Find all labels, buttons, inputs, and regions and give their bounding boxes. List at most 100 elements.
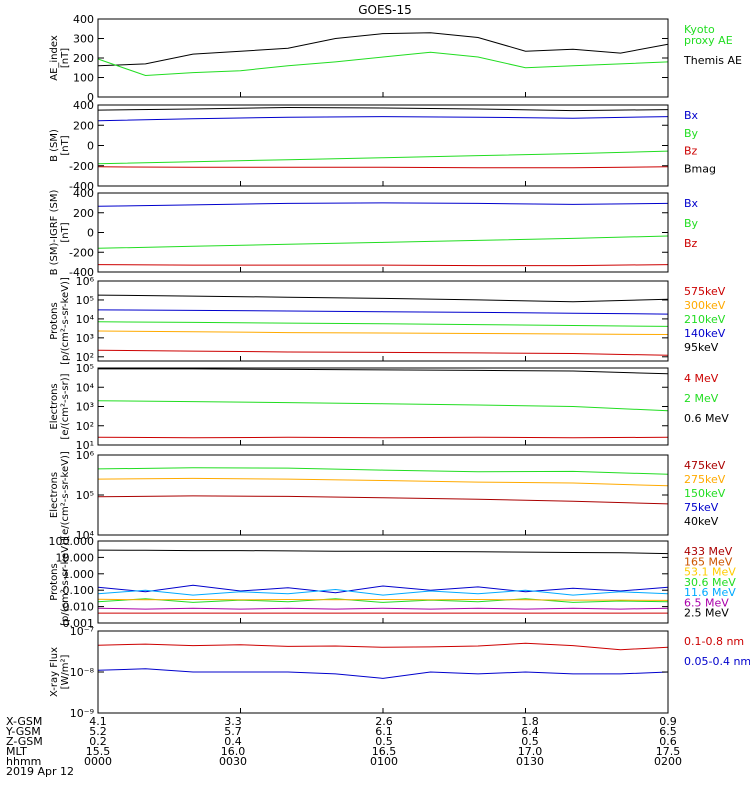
series-line-6-1 (97, 467, 669, 475)
y-tick-label: 400 (73, 187, 94, 200)
y-axis-title-line: [nT] (60, 135, 71, 155)
y-tick-label: 10⁻⁹ (70, 707, 94, 720)
footer-value: 0.2 (89, 735, 107, 748)
legend-entry: 30.6 MeV (684, 576, 736, 589)
series-line-2-1 (97, 106, 669, 112)
series-line-3-2 (97, 235, 669, 249)
legend-entry: 6.5 MeV (684, 596, 729, 609)
y-tick-label: 200 (73, 52, 94, 65)
y-axis-title: AE_index[nT] (49, 35, 71, 81)
panel-4: 10² 10³ 10⁴ 10⁵ 10⁶ Protons[p/(cm²-s-sr-keV)]… (49, 275, 726, 365)
legend-entry: 575keV (684, 285, 726, 298)
y-axis-title-line: [nT] (60, 48, 71, 68)
y-axis-title: Protons[p/(cm²-s-sr-keV)] (49, 538, 71, 626)
series-line-3-1 (97, 202, 669, 207)
legend-entry: Bz (684, 145, 698, 158)
series-line-1-2 (97, 51, 669, 77)
legend-entry: 0.05-0.4 nm (684, 655, 750, 668)
legend-entry: 210keV (684, 313, 726, 326)
legend-entry: Kyoto (684, 23, 715, 36)
y-axis-title-line: B (SM) (49, 129, 60, 162)
footer-value: 5.7 (224, 725, 242, 738)
legend-entry: By (684, 127, 699, 140)
y-axis-title: B (SM)-IGRF (SM)[nT] (49, 190, 71, 276)
y-tick-label: 0 (87, 140, 94, 153)
panel-2: -400 -200 0 200 400 B (SM)[nT] Bx By Bz Bmag (49, 99, 716, 193)
series-line-4-3 (97, 321, 669, 327)
legend-entry: 140keV (684, 327, 726, 340)
footer-value: 16.5 (372, 745, 397, 758)
y-tick-label: 10³ (76, 401, 94, 414)
footer-value: 6.1 (375, 725, 393, 738)
footer-value: 6.5 (659, 725, 677, 738)
legend-entry: 2.5 MeV (684, 607, 729, 620)
footer-value: 6.4 (521, 725, 539, 738)
y-tick-label: 10⁻⁷ (70, 625, 94, 638)
panel-7: 0.0010.0100.1001.00010.000100.000Protons… (49, 535, 737, 630)
footer-date: 2019 Apr 12 (6, 765, 74, 778)
legend-entry: 150keV (684, 487, 726, 500)
y-tick-label: -400 (69, 266, 94, 279)
y-tick-label: 10⁴ (76, 313, 95, 326)
legend-entry: Bz (684, 237, 698, 250)
y-tick-label: 10⁴ (76, 529, 95, 542)
footer-value: 17.0 (518, 745, 543, 758)
y-tick-label: 0 (87, 91, 94, 104)
plot-frame (97, 540, 669, 624)
legend-entry: 53.1 MeV (684, 566, 736, 579)
footer-value: 4.1 (89, 715, 107, 728)
series-line-7-3 (97, 588, 669, 596)
legend-entry: 75keV (684, 501, 719, 514)
footer-row-label: hhmm (6, 755, 41, 768)
series-line-3-3 (97, 264, 669, 267)
y-axis-title-line: B (SM)-IGRF (SM) (49, 190, 60, 276)
y-tick-label: 10⁶ (76, 275, 95, 288)
footer-value: 2.6 (375, 715, 393, 728)
y-axis-title-line: [p/(cm²-s-sr-keV)] (60, 277, 71, 365)
footer-value: 0130 (516, 755, 544, 768)
legend-entry: Bx (684, 109, 699, 122)
y-tick-label: 100.000 (49, 535, 95, 548)
y-tick-label: 10³ (76, 332, 94, 345)
panel-8: 10⁻⁹ 10⁻⁸ 10⁻⁷ X-ray Flux[W/m²] 0.1-0.8 nm 0.… (49, 625, 750, 720)
legend-entry: By (684, 217, 699, 230)
series-line-7-2 (97, 584, 669, 594)
series-line-5-1 (98, 368, 669, 375)
legend-entry: 95keV (684, 341, 719, 354)
footer-value: 0.5 (375, 735, 393, 748)
y-tick-label: -400 (69, 180, 94, 193)
y-axis-title-line: [nT] (60, 222, 71, 242)
series-line-4-4 (97, 330, 669, 335)
footer-value: 17.5 (656, 745, 681, 758)
y-tick-label: 10⁻⁸ (70, 666, 95, 679)
legend-entry: 11.6 MeV (684, 586, 736, 599)
footer-row-label: Y-GSM (5, 725, 41, 738)
series-line-6-3 (97, 495, 669, 505)
y-tick-label: 200 (73, 207, 94, 220)
y-tick-label: -200 (69, 246, 94, 259)
y-tick-label: 0.100 (63, 584, 95, 597)
y-axis-title: Electrons[e/(cm²-s-sr-keV)] (49, 451, 71, 539)
series-line-5-2 (97, 400, 669, 412)
legend-entry: 0.6 MeV (684, 412, 729, 425)
legend-entry: 433 MeV (684, 545, 733, 558)
series-line-2-2 (97, 116, 669, 122)
y-axis-title: X-ray Flux[W/m²] (49, 647, 71, 697)
footer-row-label: MLT (6, 745, 27, 758)
footer-value: 0.6 (659, 735, 677, 748)
y-tick-label: 10.000 (56, 551, 95, 564)
legend-entry: 275keV (684, 473, 726, 486)
y-tick-label: 400 (73, 99, 94, 112)
footer-value: 0000 (84, 755, 112, 768)
footer-value: 3.3 (224, 715, 242, 728)
footer-value: 0100 (370, 755, 398, 768)
y-tick-label: 0.010 (63, 601, 95, 614)
footer-value: 0.9 (659, 715, 677, 728)
series-line-2-4 (97, 166, 669, 169)
footer-value: 0200 (654, 755, 682, 768)
y-axis-title-line: AE_index (49, 35, 60, 81)
y-axis-title: Protons[p/(cm²-s-sr-keV)] (49, 277, 71, 365)
legend-entry: Bx (684, 197, 699, 210)
